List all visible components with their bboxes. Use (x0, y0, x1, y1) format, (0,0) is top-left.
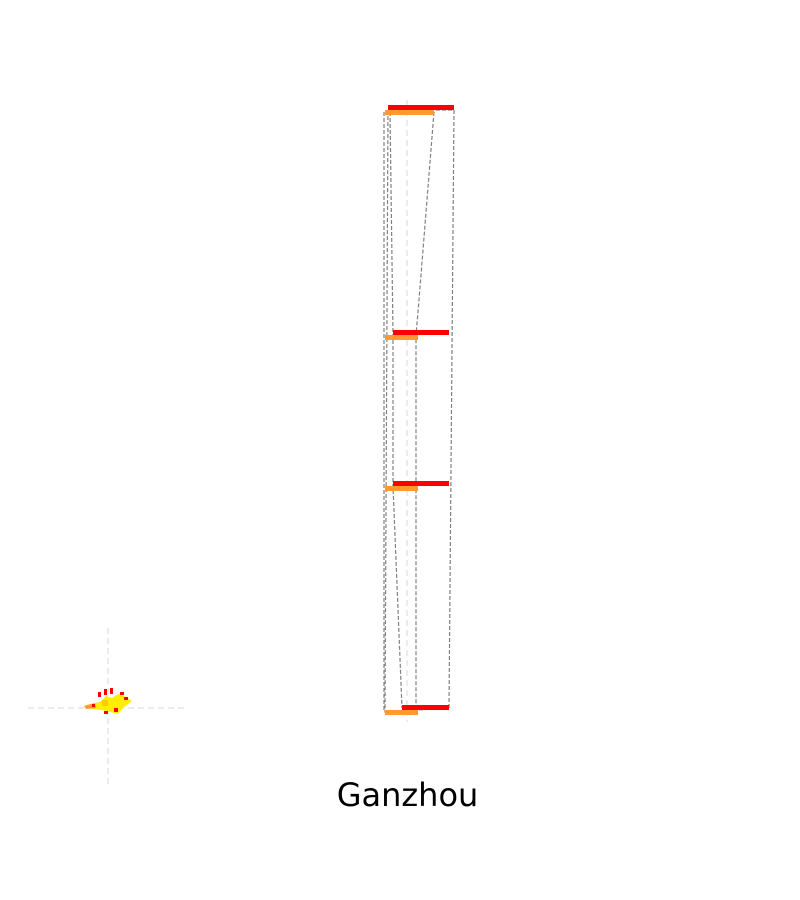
bar-orange-level-3 (385, 486, 418, 491)
diagram-title: Ganzhou (336, 776, 479, 814)
outer-outline (384, 109, 455, 713)
bar-orange-level-4 (385, 710, 418, 715)
bar-red-level-3 (393, 481, 449, 486)
bar-orange-level-2 (385, 335, 418, 340)
bar-red-level-4 (402, 705, 449, 710)
bar-red-level-1 (388, 105, 454, 110)
inner-right-outline (415, 111, 435, 708)
bird-icon (84, 688, 132, 714)
inner-left-outline (389, 111, 403, 709)
bar-red-level-2 (393, 330, 449, 335)
bar-orange-level-1 (385, 110, 434, 115)
